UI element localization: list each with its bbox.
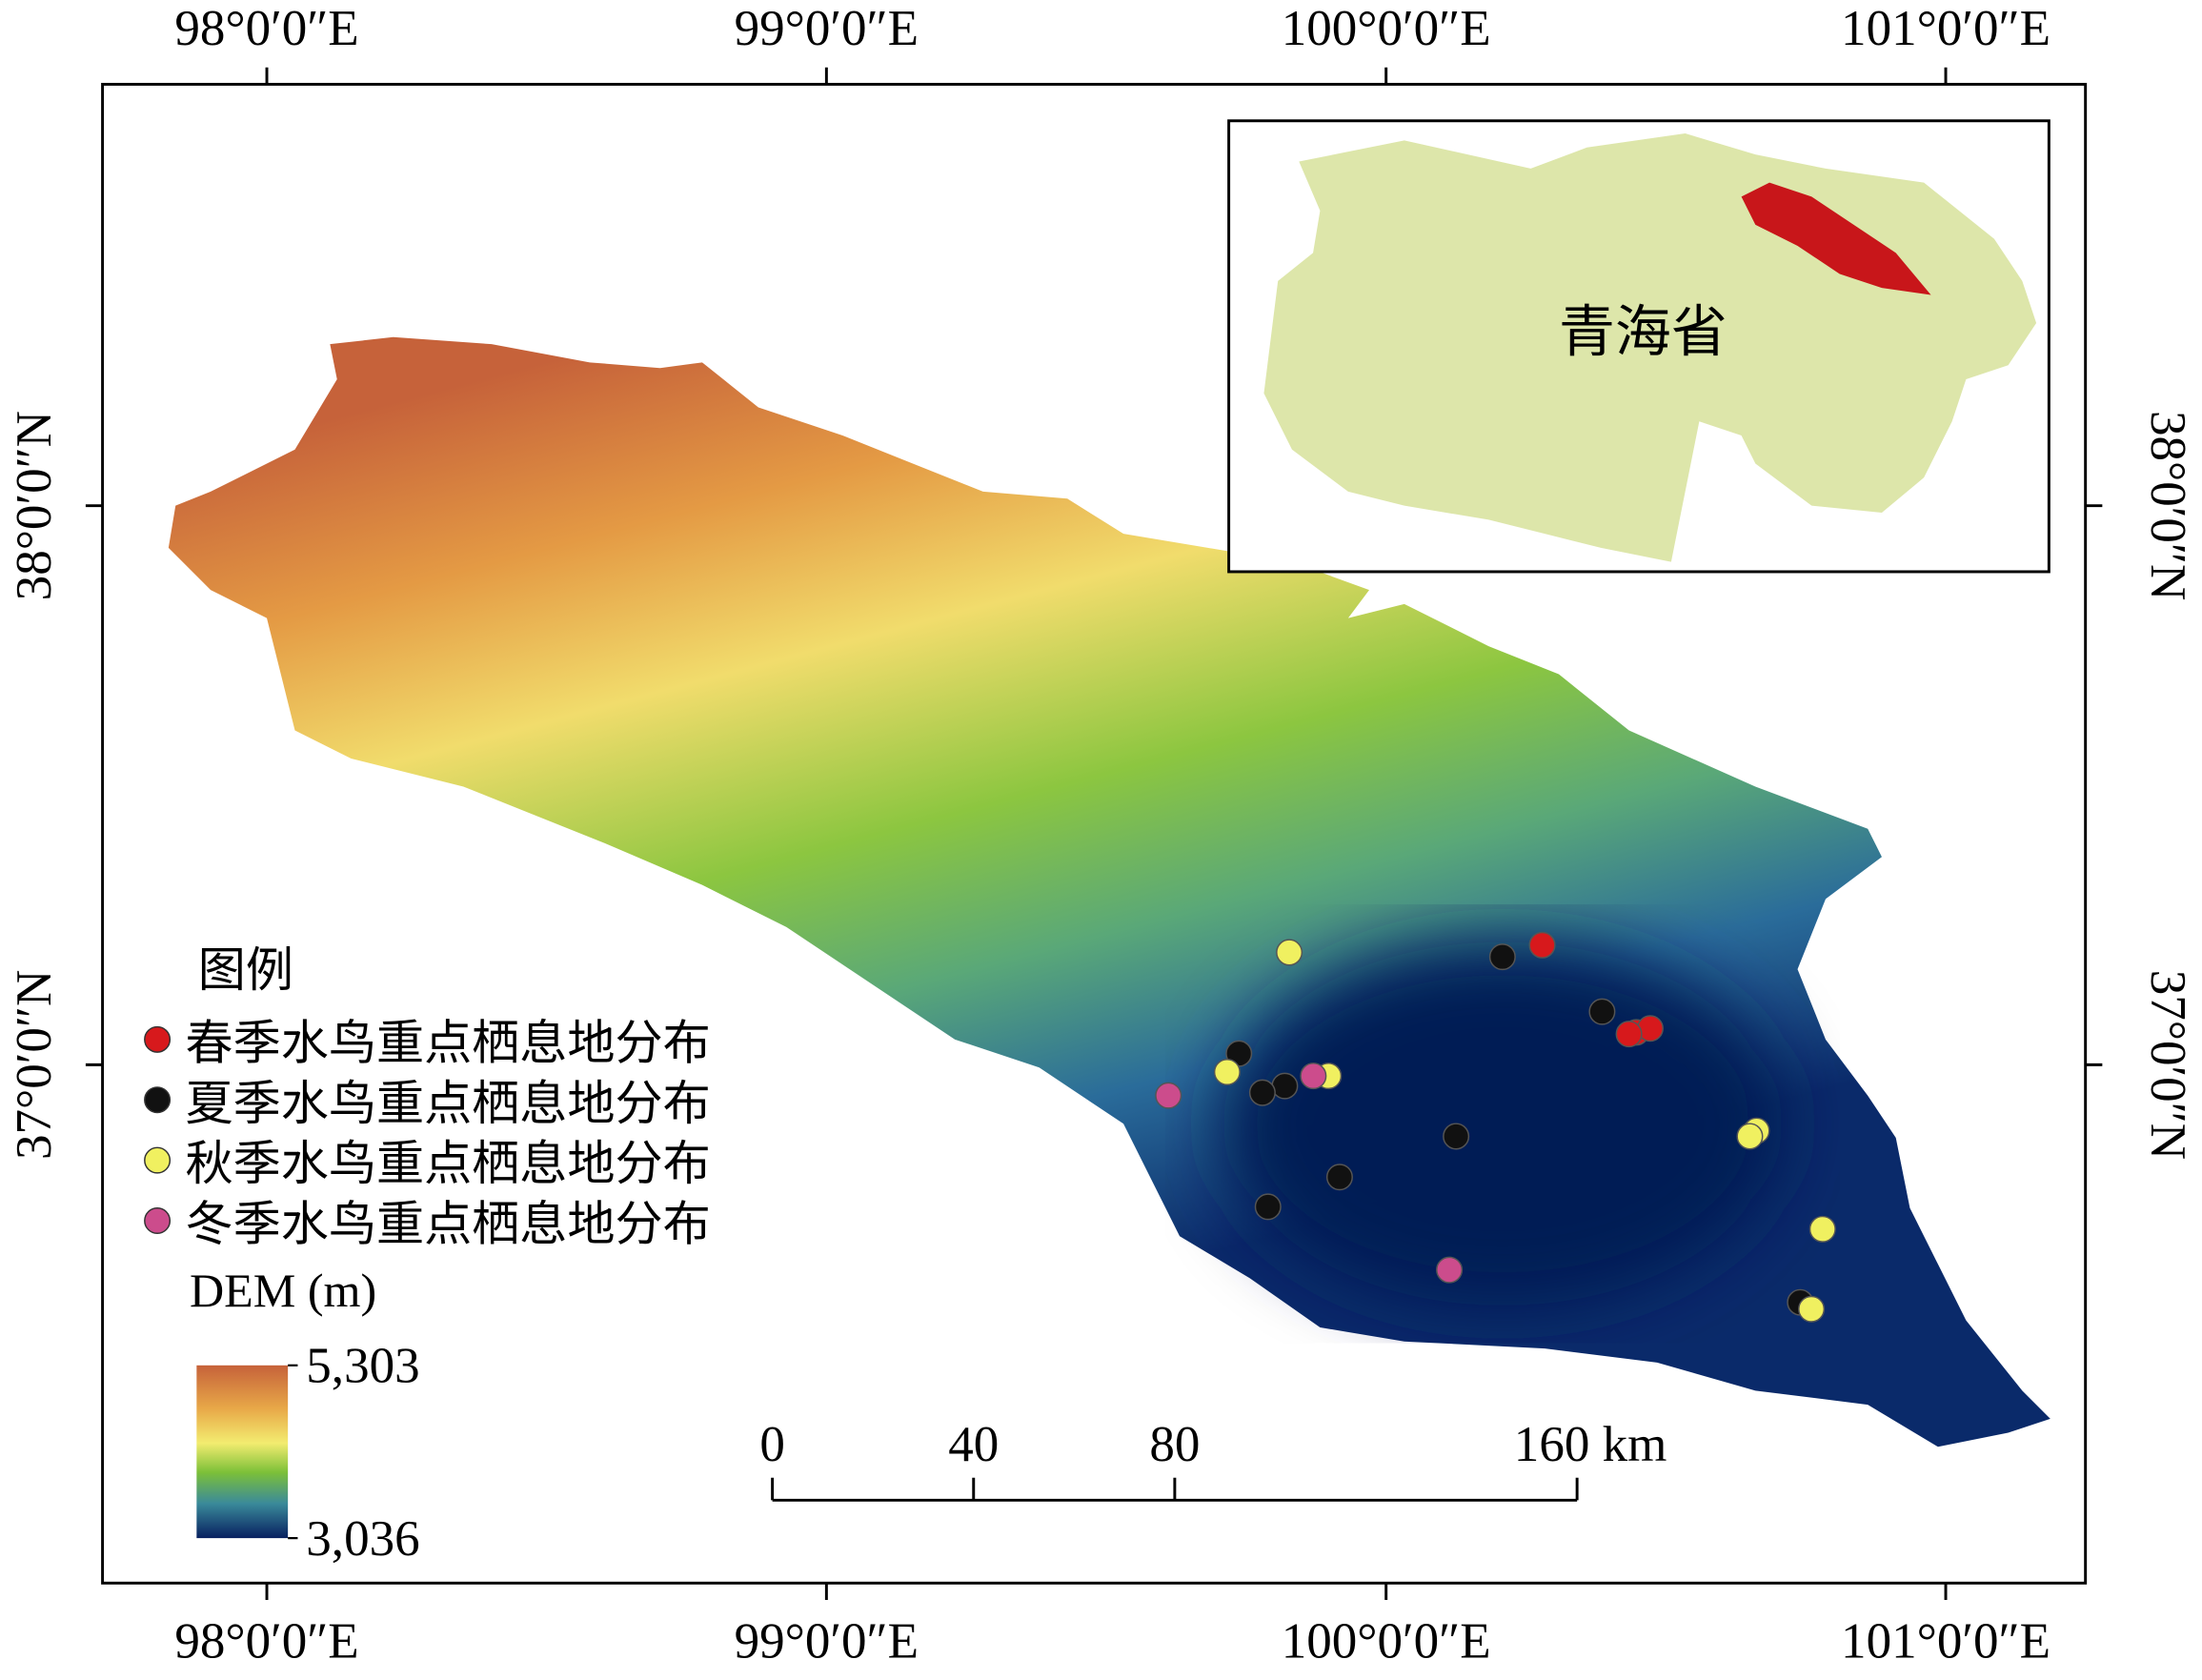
habitat-point [1248, 1079, 1276, 1106]
lon-label: 101°0′0″E [1841, 1613, 2050, 1669]
lon-label: 98°0′0″E [174, 1, 358, 56]
dem-colorbar [196, 1365, 289, 1539]
dem-title: DEM (m) [190, 1264, 376, 1317]
legend-label: 冬季水鸟重点栖息地分布 [186, 1196, 711, 1252]
habitat-point [1528, 931, 1556, 959]
legend-marker [144, 1206, 172, 1234]
habitat-point [1488, 943, 1516, 971]
habitat-point [1325, 1164, 1353, 1191]
legend-label: 秋季水鸟重点栖息地分布 [186, 1135, 711, 1191]
scale-label: 80 [1149, 1417, 1200, 1472]
habitat-point [1588, 998, 1616, 1025]
lon-label: 99°0′0″E [735, 1613, 919, 1669]
habitat-point [1436, 1256, 1464, 1284]
lon-label: 100°0′0″E [1282, 1613, 1491, 1669]
lat-label: 37°0′0″N [7, 970, 62, 1160]
habitat-point [1300, 1063, 1327, 1090]
habitat-point [1213, 1058, 1241, 1085]
habitat-point [1254, 1193, 1282, 1221]
lat-label: 38°0′0″N [7, 411, 62, 600]
lon-label: 100°0′0″E [1282, 1, 1491, 56]
colorbar-label: 5,303 [306, 1338, 419, 1393]
colorbar-label: 3,036 [306, 1511, 419, 1567]
habitat-point [1271, 1072, 1299, 1100]
scale-label: 160 km [1514, 1417, 1667, 1472]
legend-label: 春季水鸟重点栖息地分布 [186, 1014, 711, 1070]
lake [1222, 941, 1784, 1306]
study-area [1741, 182, 1931, 295]
lat-label: 38°0′0″N [2140, 411, 2195, 600]
habitat-point [1736, 1123, 1764, 1150]
lat-label: 37°0′0″N [2140, 970, 2195, 1160]
legend-title: 图例 [198, 941, 293, 998]
lon-label: 101°0′0″E [1841, 1, 2050, 56]
habitat-point [1808, 1215, 1836, 1243]
habitat-point [1443, 1123, 1470, 1150]
lon-label: 98°0′0″E [174, 1613, 358, 1669]
habitat-point [1615, 1021, 1643, 1048]
legend-marker [144, 1146, 172, 1174]
inset-label: 青海省 [1559, 299, 1727, 365]
legend-label: 夏季水鸟重点栖息地分布 [186, 1075, 711, 1131]
legend-marker [144, 1086, 172, 1114]
habitat-point [1155, 1082, 1182, 1109]
scale-label: 0 [759, 1417, 785, 1472]
legend-marker [144, 1025, 172, 1053]
habitat-point [1798, 1295, 1826, 1323]
lon-label: 99°0′0″E [735, 1, 919, 56]
habitat-point [1276, 939, 1303, 966]
scale-label: 40 [948, 1417, 999, 1472]
inset-map: 青海省 [1227, 119, 2050, 574]
